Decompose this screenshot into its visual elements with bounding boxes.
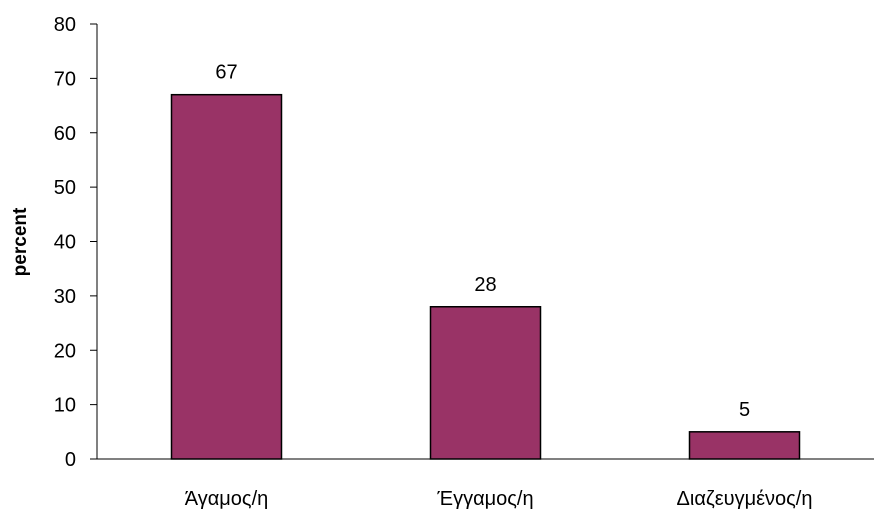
y-tick-label: 80: [54, 14, 76, 36]
bar: [688, 431, 801, 460]
y-axis-title: percent: [10, 207, 31, 276]
y-tick-label: 40: [54, 232, 76, 254]
bar: [429, 306, 542, 460]
x-axis: Άγαμος/η Έγγαμος/η Διαζευγμένος/η: [97, 458, 874, 510]
bar: [170, 93, 283, 460]
y-tick-label: 50: [54, 177, 76, 199]
y-tick-label: 0: [65, 449, 76, 471]
bar-value-label: 5: [739, 399, 750, 421]
bars: [170, 93, 801, 460]
x-category-label: Έγγαμος/η: [436, 488, 533, 510]
x-category-label: Διαζευγμένος/η: [677, 488, 813, 510]
bar-value-label: 67: [215, 62, 237, 84]
y-tick-label: 20: [54, 340, 76, 362]
y-axis: 0 10 20 30 40 50 60 70 80: [54, 14, 98, 471]
y-tick-label: 30: [54, 286, 76, 308]
bar-value-label: 28: [474, 274, 496, 296]
y-tick-label: 60: [54, 123, 76, 145]
y-tick-label: 10: [54, 395, 76, 417]
data-labels: 67 28 5: [215, 62, 750, 421]
y-tick-label: 70: [54, 68, 76, 90]
x-category-label: Άγαμος/η: [185, 488, 269, 510]
